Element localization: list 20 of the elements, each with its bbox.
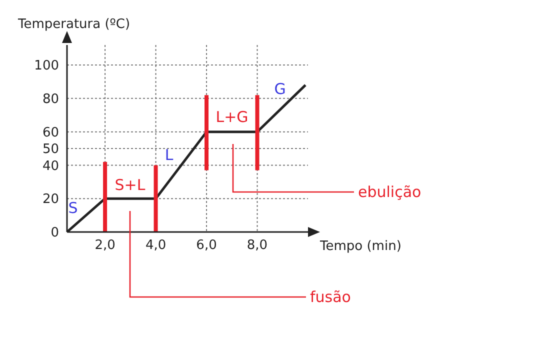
- text: fusão: [310, 288, 351, 306]
- y-tick-label: 40: [42, 158, 59, 174]
- annotation: L+G: [216, 108, 248, 126]
- x-tick-label: 6,0: [196, 238, 217, 254]
- x-tick-label: 2,0: [94, 238, 116, 254]
- annotation: L: [164, 146, 174, 164]
- annotation: G: [274, 80, 286, 98]
- y-tick-label: 20: [42, 192, 59, 208]
- annotation: S: [68, 199, 78, 217]
- y-axis-title: Temperatura (ºC): [17, 17, 130, 32]
- x-tick-label: 8,0: [246, 238, 268, 254]
- annotation: S+L: [114, 176, 146, 194]
- text: ebulição: [358, 183, 422, 201]
- x-axis-title: Tempo (min): [319, 239, 402, 254]
- y-tick-label: 0: [50, 226, 59, 241]
- y-tick-label: 100: [34, 58, 59, 74]
- y-tick-label: 50: [42, 142, 59, 158]
- x-tick-label: 4,0: [145, 238, 166, 254]
- y-tick-label: 80: [42, 92, 59, 108]
- y-tick-label: 60: [42, 125, 59, 140]
